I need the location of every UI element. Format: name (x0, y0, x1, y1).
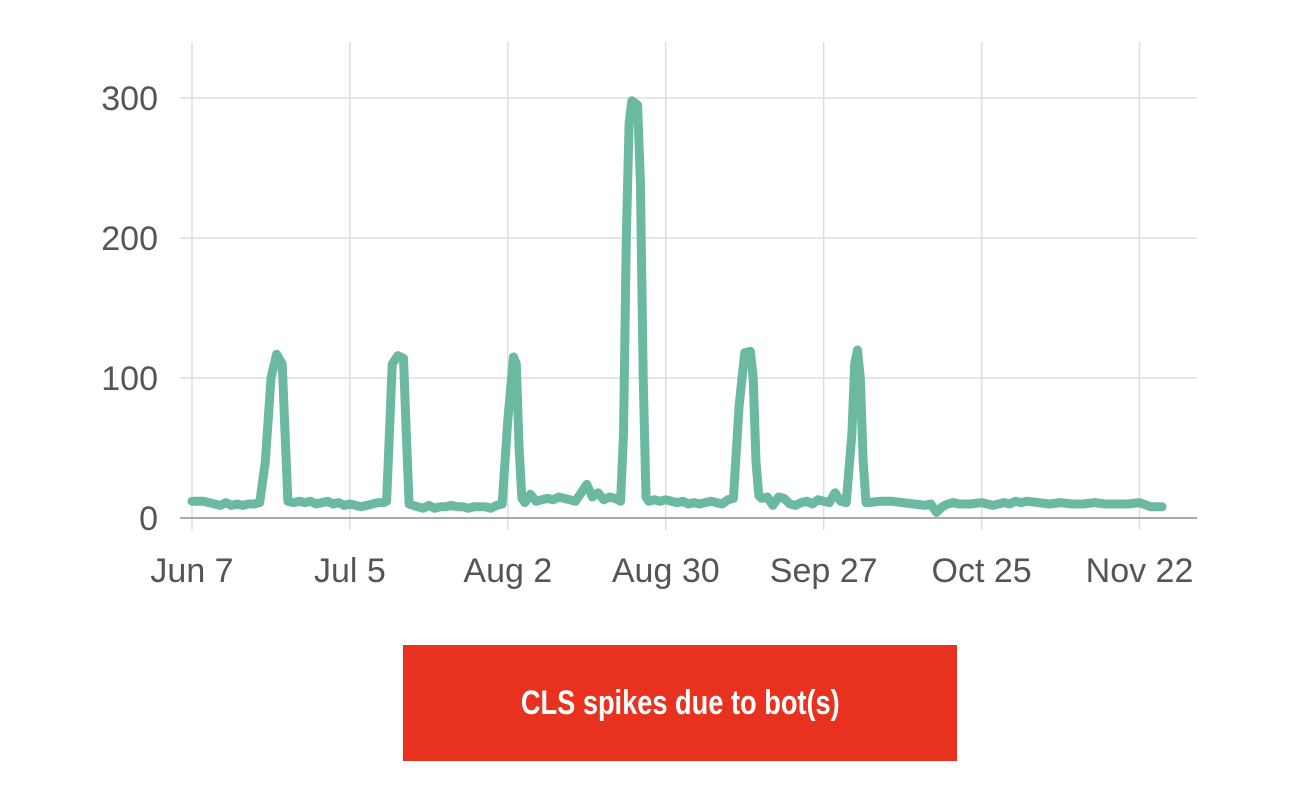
y-tick-label: 100 (101, 360, 158, 398)
x-tick-label: Jun 7 (150, 552, 233, 590)
x-tick-label: Jul 5 (314, 552, 386, 590)
x-tick-label: Nov 22 (1086, 552, 1194, 590)
horizontal-gridlines (180, 97, 1197, 379)
x-tick-labels: Jun 7 Jul 5 Aug 2 Aug 30 Sep 27 Oct 25 Nov 22 (150, 552, 1193, 590)
x-tick-label: Aug 2 (463, 552, 552, 590)
x-tick-label: Oct 25 (932, 552, 1032, 590)
x-tick-label: Aug 30 (612, 552, 720, 590)
vertical-gridlines (191, 42, 1141, 530)
y-tick-label: 0 (139, 500, 158, 538)
x-tick-label: Sep 27 (770, 552, 878, 590)
line-chart: 0 100 200 300 Jun 7 Jul 5 Aug 2 Aug 30 Sep 27 Oc… (101, 42, 1197, 590)
y-tick-label: 300 (101, 80, 158, 118)
y-tick-labels: 0 100 200 300 (101, 80, 158, 538)
y-tick-label: 200 (101, 220, 158, 258)
cls-series-line (187, 96, 1167, 517)
banner-label: CLS spikes due to bot(s) (520, 683, 840, 722)
annotation-banner: CLS spikes due to bot(s) (403, 645, 957, 761)
